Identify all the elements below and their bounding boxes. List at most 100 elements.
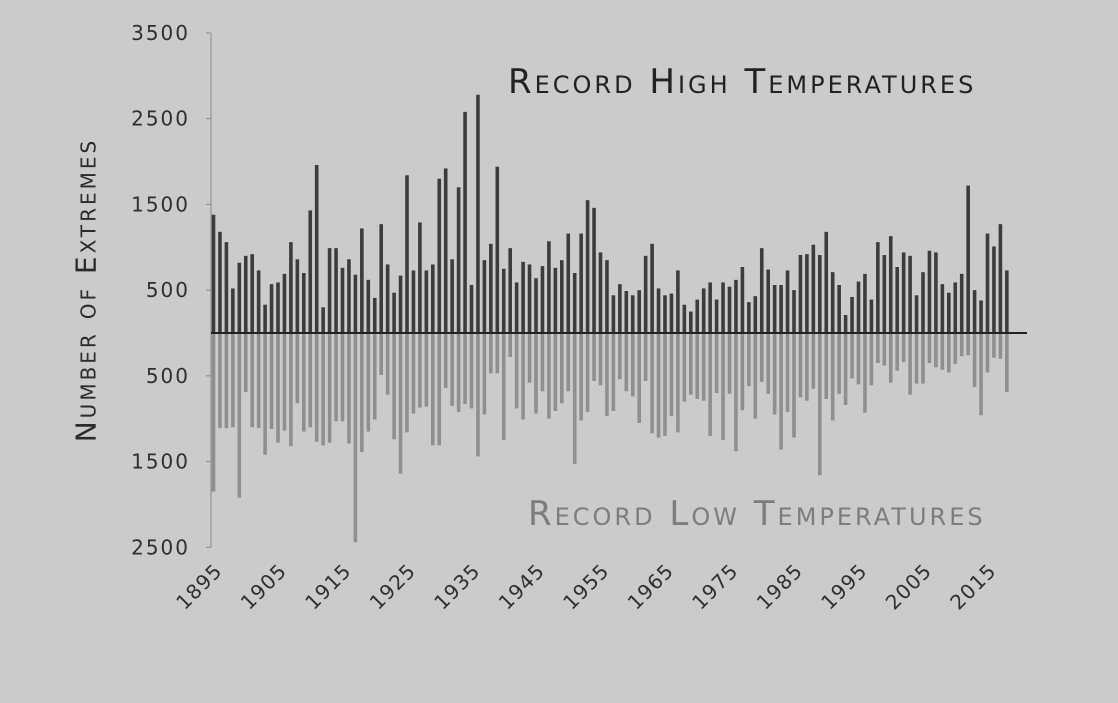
record-low-bar <box>830 333 835 421</box>
record-low-bar <box>514 333 519 409</box>
record-low-bar <box>618 333 622 380</box>
record-low-bar <box>869 333 874 386</box>
record-high-bar <box>863 273 867 333</box>
record-low-bar <box>908 333 912 395</box>
record-high-bar <box>979 300 983 333</box>
record-low-bar <box>540 333 545 392</box>
record-low-bar <box>772 333 777 415</box>
record-low-bar <box>888 333 893 383</box>
record-low-bar <box>695 333 700 399</box>
x-tick-label: 1975 <box>687 559 743 615</box>
record-low-bar <box>779 333 783 450</box>
record-low-bar <box>534 333 538 414</box>
record-high-bar <box>501 268 506 333</box>
record-high-bar <box>689 311 693 333</box>
record-low-bar <box>314 333 319 442</box>
record-low-bar <box>676 333 680 433</box>
record-high-bar <box>882 255 887 333</box>
record-high-bar <box>611 295 616 333</box>
record-high-bar <box>830 272 835 333</box>
record-low-bar <box>379 333 383 375</box>
record-low-bar <box>256 333 261 429</box>
record-high-bar <box>856 281 861 333</box>
record-high-bar <box>992 246 996 333</box>
record-low-bar <box>334 333 338 422</box>
record-low-bar <box>611 333 616 411</box>
record-low-bar <box>663 333 667 436</box>
record-low-bar <box>250 333 254 428</box>
record-high-bar <box>289 242 293 333</box>
record-high-bar <box>327 248 332 333</box>
record-low-bar <box>798 333 803 398</box>
record-high-bar <box>676 270 680 333</box>
x-tick-label: 1965 <box>623 559 679 615</box>
record-low-bar <box>579 333 583 421</box>
record-high-bar <box>927 250 932 333</box>
record-low-bar <box>231 333 235 428</box>
record-low-bar <box>553 333 558 411</box>
x-tick-label: 1955 <box>558 559 614 615</box>
x-tick-label: 1985 <box>752 559 808 615</box>
record-high-bar <box>701 288 706 333</box>
record-high-bar <box>947 292 951 333</box>
record-high-bar <box>592 207 596 333</box>
record-high-bar <box>243 255 248 333</box>
record-low-bar <box>560 333 564 404</box>
record-low-bar <box>598 333 603 386</box>
record-low-bar <box>637 333 641 423</box>
record-high-bar <box>231 288 235 333</box>
record-low-bar <box>482 333 487 415</box>
record-low-bar <box>521 333 525 420</box>
record-low-bar <box>547 333 551 419</box>
record-high-bar <box>824 231 829 333</box>
record-high-bar <box>585 200 590 333</box>
record-high-bar <box>624 291 629 333</box>
record-low-bar <box>740 333 745 411</box>
record-low-bar <box>953 333 958 364</box>
record-high-bar <box>269 284 274 333</box>
record-low-bar <box>218 333 222 429</box>
record-low-bar <box>921 333 925 384</box>
record-low-bar <box>734 333 738 452</box>
record-high-bar <box>843 315 848 333</box>
record-high-bar <box>914 295 919 333</box>
record-low-bar <box>308 333 313 428</box>
record-low-bar <box>643 333 648 381</box>
record-low-bar <box>327 333 332 443</box>
record-low-bar <box>998 333 1003 359</box>
record-high-bar <box>379 224 383 333</box>
record-high-bar <box>553 267 558 333</box>
y-tick-labels: 3500 2500 1500 500 500 1500 2500 <box>131 21 211 559</box>
record-high-bar <box>282 273 287 333</box>
record-low-bar <box>895 333 899 371</box>
record-high-bar <box>618 284 622 333</box>
y-tick-label: 1500 <box>131 192 190 216</box>
record-low-bar <box>450 333 454 406</box>
record-high-bar <box>792 290 796 333</box>
y-tick-label: 2500 <box>131 107 190 131</box>
record-high-bar <box>276 282 280 333</box>
record-high-bar <box>579 233 583 333</box>
y-axis-label: Number of Extremes <box>69 137 103 443</box>
record-high-bar <box>934 252 938 333</box>
record-high-bar <box>721 282 725 333</box>
y-tick-label: 1500 <box>131 450 190 474</box>
record-low-bar <box>934 333 938 368</box>
record-low-bar <box>979 333 983 416</box>
record-high-bar <box>940 284 945 333</box>
record-low-bar <box>424 333 429 407</box>
record-high-bar <box>353 274 358 333</box>
record-high-bar <box>392 292 396 333</box>
record-low-bar <box>495 333 500 374</box>
record-low-bar <box>805 333 809 401</box>
record-high-bar <box>966 185 970 333</box>
record-high-bar <box>785 270 790 333</box>
record-high-bar <box>321 307 325 333</box>
record-low-bar <box>940 333 945 370</box>
record-high-bar <box>437 178 442 333</box>
record-low-bar <box>966 333 970 356</box>
record-high-bar <box>514 282 519 333</box>
x-tick-label: 1895 <box>171 559 227 615</box>
record-low-bar <box>437 333 442 446</box>
record-high-bar <box>740 267 745 333</box>
